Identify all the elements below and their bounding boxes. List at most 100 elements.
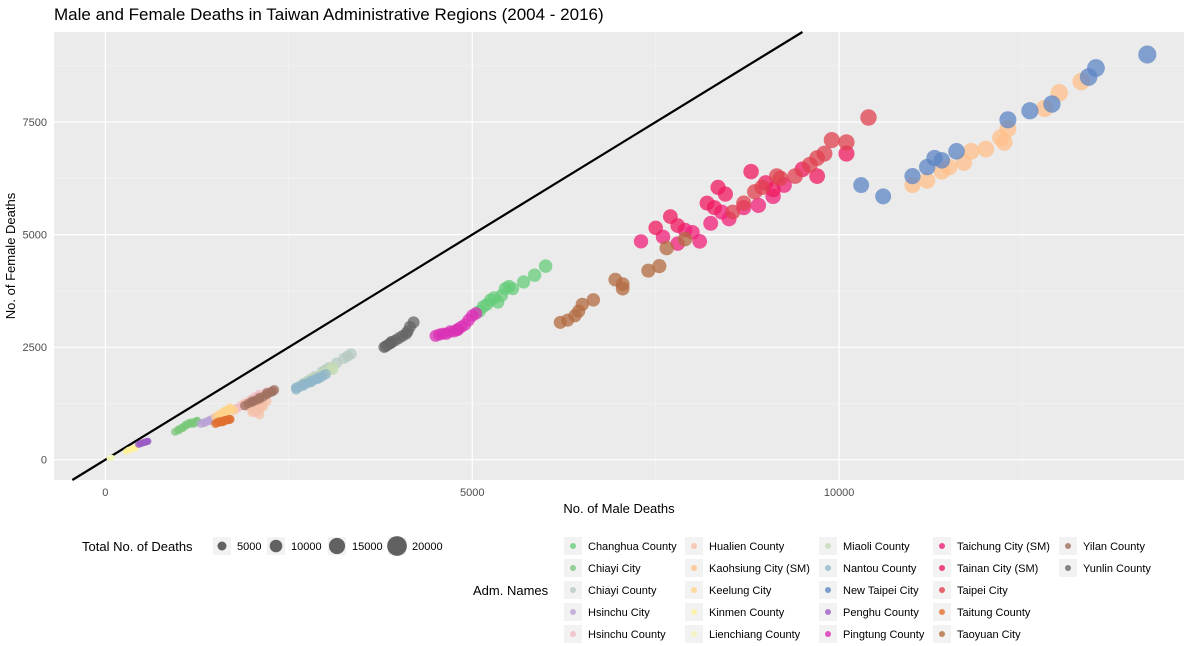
- x-tick-label: 0: [102, 487, 108, 499]
- point-new-taipei-city: [904, 167, 921, 185]
- legend-dot-taitung-county: [939, 609, 945, 615]
- point-yunlin-county: [385, 335, 398, 348]
- size-legend-label: 5000: [237, 541, 261, 553]
- legend-label-keelung-city: Keelung City: [709, 585, 772, 597]
- point-nantou-county: [312, 372, 324, 384]
- point-taichung-city-sm: [750, 197, 767, 213]
- point-taipei-city: [768, 168, 785, 184]
- legend-dot-tainan-city-sm: [939, 565, 945, 571]
- legend-label-hsinchu-county: Hsinchu County: [588, 629, 666, 641]
- legend-label-miaoli-county: Miaoli County: [843, 541, 910, 553]
- legend-dot-taoyuan-city: [939, 631, 945, 637]
- point-taichung-city-sm: [633, 234, 649, 249]
- point-kaohsiung-city-sm: [977, 140, 995, 158]
- point-tainan-city-sm: [706, 200, 722, 216]
- point-keelung-city: [224, 405, 234, 415]
- size-legend: Total No. of Deaths 5000 10000 15000 20000: [82, 536, 443, 556]
- point-new-taipei-city: [1043, 95, 1061, 113]
- point-taichung-city-sm: [703, 215, 719, 231]
- legend-dot-kinmen-county: [691, 609, 697, 615]
- legend-label-hualien-county: Hualien County: [709, 541, 785, 553]
- point-tainan-city-sm: [670, 218, 686, 233]
- reference-line: [71, 31, 804, 481]
- legend-dot-new-taipei-city: [825, 587, 831, 593]
- legend-dot-chiayi-county: [570, 587, 576, 593]
- point-changhua-county: [502, 279, 516, 293]
- point-changhua-county: [527, 268, 542, 282]
- size-legend-circle: [328, 537, 346, 555]
- point-chiayi-city: [178, 424, 187, 433]
- point-changhua-county: [538, 259, 553, 273]
- reference-line-group: [71, 31, 804, 481]
- point-taipei-city: [823, 131, 840, 149]
- point-yilan-county: [267, 386, 278, 397]
- legend-label-taitung-county: Taitung County: [957, 607, 1031, 619]
- legend-dot-changhua-county: [570, 543, 576, 549]
- point-taipei-city: [754, 179, 770, 196]
- legend-label-chiayi-county: Chiayi County: [588, 585, 657, 597]
- legend-dot-hsinchu-city: [570, 609, 576, 615]
- point-taipei-city: [787, 168, 803, 184]
- point-taipei-city: [838, 134, 855, 151]
- point-pingtung-county: [433, 328, 446, 341]
- size-legend-circle: [217, 541, 227, 551]
- legend-label-lienchiang-county: Lienchiang County: [709, 629, 801, 641]
- legend-dot-pingtung-county: [825, 631, 831, 637]
- point-new-taipei-city: [948, 143, 965, 160]
- legend-dot-nantou-county: [825, 565, 831, 571]
- point-pingtung-county: [451, 323, 464, 337]
- point-kaohsiung-city-sm: [995, 133, 1013, 151]
- legend-dot-chiayi-city: [570, 565, 576, 571]
- point-yunlin-county: [401, 325, 414, 338]
- legend-label-new-taipei-city: New Taipei City: [843, 585, 919, 597]
- legend-dot-yunlin-county: [1065, 565, 1071, 571]
- point-new-taipei-city: [933, 152, 951, 169]
- y-axis-title: No. of Female Deaths: [3, 192, 18, 319]
- x-tick-label: 5000: [460, 487, 484, 499]
- point-taitung-county: [218, 417, 228, 427]
- point-chiayi-county: [341, 350, 354, 362]
- y-tick-label: 0: [41, 455, 47, 467]
- point-taipei-city: [736, 195, 752, 211]
- legend-label-chiayi-city: Chiayi City: [588, 563, 641, 575]
- size-legend-title: Total No. of Deaths: [82, 539, 193, 554]
- point-tainan-city-sm: [838, 145, 855, 162]
- point-kaohsiung-city-sm: [919, 172, 936, 189]
- legend-dot-miaoli-county: [825, 543, 831, 549]
- point-taoyuan-city: [575, 297, 590, 312]
- point-taoyuan-city: [659, 240, 674, 256]
- legend-label-taichung-city-sm: Taichung City (SM): [957, 541, 1050, 553]
- point-new-taipei-city: [1087, 59, 1105, 77]
- size-legend-circle: [269, 539, 283, 553]
- point-taipei-city: [809, 150, 826, 167]
- legend-label-pingtung-county: Pingtung County: [843, 629, 925, 641]
- point-yilan-county: [247, 397, 257, 407]
- point-penghu-county: [143, 437, 151, 446]
- legend-label-kinmen-county: Kinmen County: [709, 607, 785, 619]
- legend-label-taoyuan-city: Taoyuan City: [957, 629, 1021, 641]
- point-nantou-county: [291, 384, 302, 395]
- size-legend-label: 10000: [291, 541, 322, 553]
- point-taoyuan-city: [677, 231, 693, 247]
- point-tainan-city-sm: [743, 163, 759, 180]
- legend-label-yilan-county: Yilan County: [1083, 541, 1145, 553]
- legend-dot-hsinchu-county: [570, 631, 576, 637]
- legend-label-penghu-county: Penghu County: [843, 607, 919, 619]
- legend-dot-hualien-county: [691, 543, 697, 549]
- y-tick-label: 7500: [23, 117, 47, 129]
- legend-label-taipei-city: Taipei City: [957, 585, 1008, 597]
- color-legend-title: Adm. Names: [473, 583, 549, 598]
- y-tick-label: 2500: [23, 342, 47, 354]
- point-new-taipei-city: [875, 188, 892, 205]
- point-lienchiang-county: [109, 454, 115, 461]
- size-legend-label: 20000: [412, 541, 443, 553]
- point-taipei-city: [725, 204, 741, 220]
- legend-label-hsinchu-city: Hsinchu City: [588, 607, 650, 619]
- point-new-taipei-city: [1021, 102, 1039, 120]
- point-new-taipei-city: [999, 111, 1017, 129]
- chart-title: Male and Female Deaths in Taiwan Adminis…: [54, 5, 604, 24]
- size-legend-label: 15000: [352, 541, 383, 553]
- legend-dot-taichung-city-sm: [939, 543, 945, 549]
- point-yilan-county: [254, 392, 265, 403]
